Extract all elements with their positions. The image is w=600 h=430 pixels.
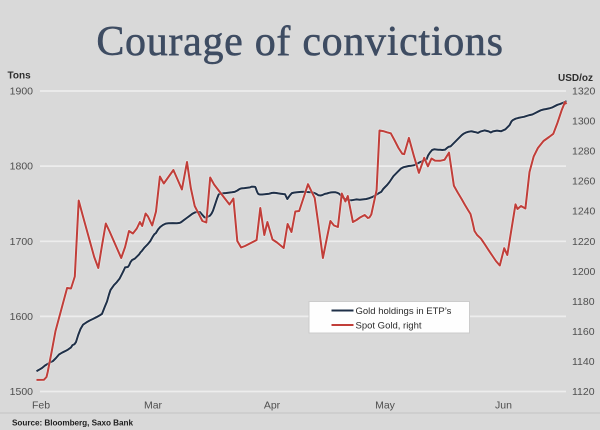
svg-text:Spot Gold, right: Spot Gold, right — [356, 321, 422, 332]
svg-text:Jun: Jun — [495, 400, 512, 412]
svg-text:1280: 1280 — [572, 146, 596, 158]
svg-text:1300: 1300 — [572, 116, 596, 128]
svg-text:Source: Bloomberg, Saxo Bank: Source: Bloomberg, Saxo Bank — [12, 419, 133, 428]
svg-text:1160: 1160 — [572, 326, 595, 338]
svg-text:1220: 1220 — [572, 236, 596, 248]
svg-text:May: May — [375, 400, 396, 412]
svg-text:1120: 1120 — [572, 386, 595, 398]
svg-text:1800: 1800 — [10, 161, 34, 173]
svg-text:1500: 1500 — [10, 386, 34, 398]
svg-text:1260: 1260 — [572, 176, 596, 188]
svg-text:Apr: Apr — [264, 400, 281, 412]
svg-text:1180: 1180 — [572, 296, 595, 308]
svg-text:1140: 1140 — [572, 356, 595, 368]
svg-text:Courage of convictions: Courage of convictions — [96, 19, 503, 65]
svg-text:Tons: Tons — [8, 71, 32, 82]
svg-text:1200: 1200 — [572, 266, 596, 278]
svg-text:Gold holdings in ETP’s: Gold holdings in ETP’s — [356, 306, 452, 317]
svg-text:1600: 1600 — [10, 311, 34, 323]
svg-text:1900: 1900 — [10, 86, 34, 98]
svg-text:USD/oz: USD/oz — [558, 73, 593, 84]
svg-text:1320: 1320 — [572, 86, 596, 98]
svg-text:Mar: Mar — [144, 400, 163, 412]
svg-text:1700: 1700 — [10, 236, 34, 248]
svg-text:1240: 1240 — [572, 206, 596, 218]
svg-text:Feb: Feb — [32, 400, 50, 412]
